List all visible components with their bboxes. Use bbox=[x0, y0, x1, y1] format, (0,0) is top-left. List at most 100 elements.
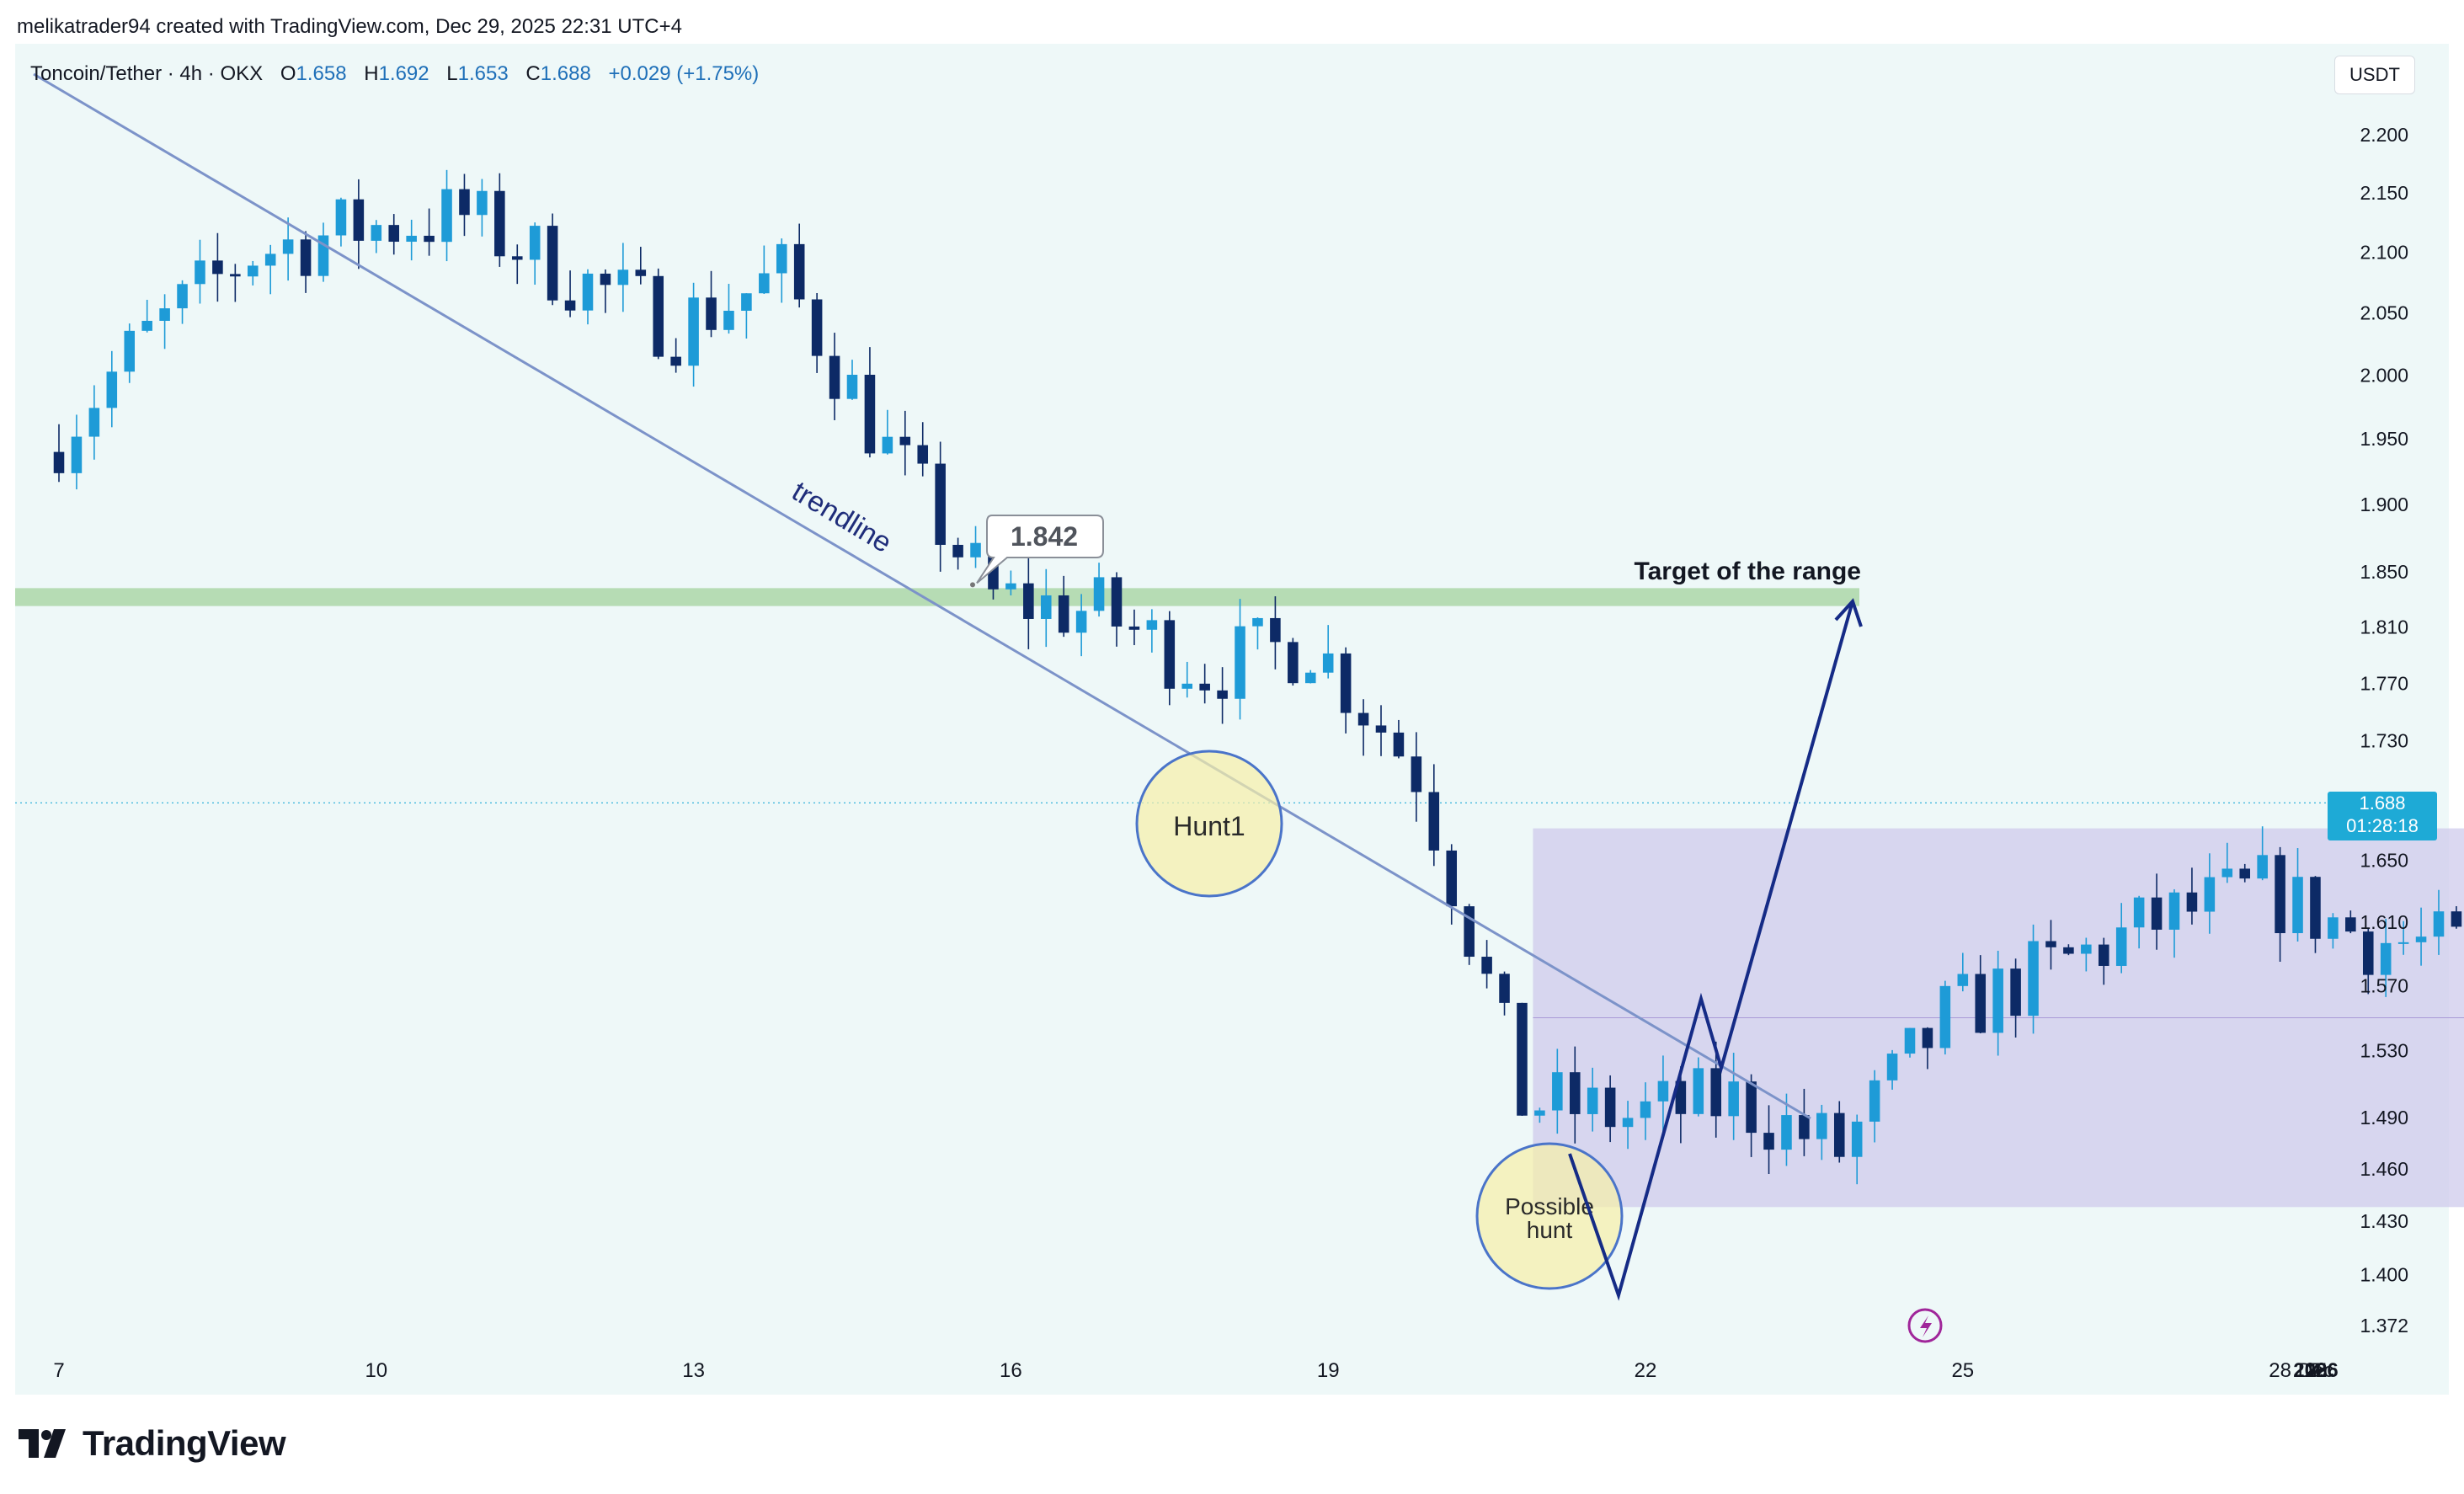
y-tick-label: 1.530 bbox=[2360, 1040, 2408, 1062]
possible-hunt-circle[interactable] bbox=[1475, 1142, 1624, 1290]
candle-down bbox=[547, 226, 558, 301]
candle-up bbox=[970, 542, 981, 558]
candle-up bbox=[776, 243, 787, 274]
possible-hunt-label: hunt bbox=[1527, 1217, 1573, 1243]
close-label: C bbox=[525, 62, 541, 85]
tradingview-wordmark: TradingView bbox=[83, 1423, 286, 1463]
y-tick-label: 1.950 bbox=[2360, 428, 2408, 450]
candle-up bbox=[1534, 1110, 1545, 1116]
x-tick-label: 4 bbox=[2310, 1359, 2321, 1382]
candle-down bbox=[494, 190, 505, 257]
target-zone[interactable] bbox=[15, 588, 1859, 606]
candle-up bbox=[617, 269, 629, 285]
candle-up bbox=[71, 436, 83, 473]
flash-icon[interactable] bbox=[1907, 1308, 1943, 1343]
candle-down bbox=[1411, 756, 1422, 792]
candle-up bbox=[2168, 892, 2180, 930]
candle-down bbox=[2239, 868, 2251, 879]
candle-up bbox=[2328, 917, 2339, 939]
bar-countdown: 01:28:18 bbox=[2346, 815, 2419, 836]
y-tick-label: 1.730 bbox=[2360, 730, 2408, 752]
candle-down bbox=[1058, 595, 1069, 633]
candle-down bbox=[899, 436, 911, 446]
hunt1-circle[interactable] bbox=[1135, 750, 1283, 898]
candle-down bbox=[793, 243, 805, 300]
candle-up bbox=[177, 284, 188, 309]
candle-up bbox=[1904, 1027, 1916, 1054]
y-tick-label: 1.570 bbox=[2360, 974, 2408, 996]
candle-up bbox=[88, 408, 100, 437]
y-tick-label: 2.200 bbox=[2360, 124, 2408, 146]
low-label: L bbox=[446, 62, 458, 85]
x-tick-label: 7 bbox=[2310, 1359, 2321, 1382]
candle-up bbox=[247, 265, 259, 277]
currency-button[interactable]: USDT bbox=[2334, 56, 2415, 94]
x-tick-label: 28 bbox=[2269, 1359, 2291, 1382]
candle-up bbox=[406, 235, 417, 243]
candle-down bbox=[1746, 1081, 1757, 1134]
x-tick-label: 13 bbox=[682, 1359, 705, 1382]
candle-up bbox=[1957, 974, 1969, 986]
x-tick-label: 19 bbox=[1317, 1359, 1340, 1382]
candle-up bbox=[159, 308, 170, 321]
y-tick-label: 1.810 bbox=[2360, 616, 2408, 638]
x-tick-label: 28 bbox=[2305, 1359, 2328, 1382]
tradingview-logo-icon bbox=[19, 1429, 66, 1458]
candle-down bbox=[1357, 712, 1369, 726]
candle-down bbox=[2098, 944, 2109, 966]
candle-up bbox=[759, 273, 770, 294]
hunt1-label: Hunt1 bbox=[1173, 811, 1245, 841]
candle-up bbox=[1939, 985, 1951, 1048]
trendline[interactable] bbox=[33, 72, 1811, 1120]
y-tick-label: 1.900 bbox=[2360, 494, 2408, 515]
y-tick-label: 1.430 bbox=[2360, 1210, 2408, 1232]
candle-up bbox=[1075, 611, 1087, 633]
candle-up bbox=[1992, 968, 2003, 1033]
candle-down bbox=[917, 445, 929, 464]
high-label: H bbox=[364, 62, 379, 85]
candle-up bbox=[2081, 944, 2092, 954]
candle-down bbox=[1217, 690, 1228, 699]
candle-down bbox=[388, 225, 400, 243]
possible-hunt-label: Possible bbox=[1505, 1193, 1594, 1219]
candle-up bbox=[2397, 942, 2409, 944]
candle-down bbox=[1710, 1068, 1722, 1117]
candle-up bbox=[1657, 1080, 1669, 1102]
candle-up bbox=[1181, 683, 1193, 689]
candle-down bbox=[353, 199, 365, 241]
y-tick-label: 1.372 bbox=[2360, 1315, 2408, 1337]
price-callout-box[interactable] bbox=[976, 515, 1104, 584]
tradingview-logo[interactable]: TradingView bbox=[19, 1423, 286, 1464]
candle-down bbox=[1199, 683, 1210, 691]
candle-up bbox=[2433, 911, 2445, 937]
candle-up bbox=[141, 320, 152, 331]
candle-down bbox=[1499, 974, 1510, 1003]
candle-down bbox=[2345, 917, 2356, 932]
projection-arrow[interactable] bbox=[1568, 600, 1854, 1301]
y-tick-label: 1.460 bbox=[2360, 1158, 2408, 1180]
candle-up bbox=[529, 226, 541, 260]
candle-down bbox=[1975, 974, 1987, 1033]
low-value: 1.653 bbox=[457, 62, 509, 85]
candle-down bbox=[2451, 911, 2462, 927]
y-tick-label: 2.000 bbox=[2360, 364, 2408, 386]
candle-down bbox=[952, 544, 963, 558]
candle-up bbox=[1005, 583, 1016, 590]
candle-up bbox=[2204, 877, 2216, 912]
candle-down bbox=[2310, 877, 2321, 939]
candle-up bbox=[846, 374, 858, 399]
x-tick-label: Dec bbox=[2298, 1359, 2334, 1382]
candle-down bbox=[2362, 931, 2374, 975]
candle-down bbox=[1446, 850, 1458, 907]
candle-up bbox=[741, 293, 752, 312]
candle-down bbox=[1128, 626, 1140, 630]
candle-up bbox=[1693, 1068, 1704, 1114]
candle-down bbox=[1340, 653, 1352, 713]
target-label: Target of the range bbox=[1635, 558, 1861, 585]
candle-up bbox=[882, 436, 893, 454]
x-tick-label: 25 bbox=[2305, 1359, 2328, 1382]
x-tick-label: 10 bbox=[365, 1359, 387, 1382]
candle-down bbox=[511, 256, 523, 260]
candle-up bbox=[1622, 1118, 1634, 1128]
